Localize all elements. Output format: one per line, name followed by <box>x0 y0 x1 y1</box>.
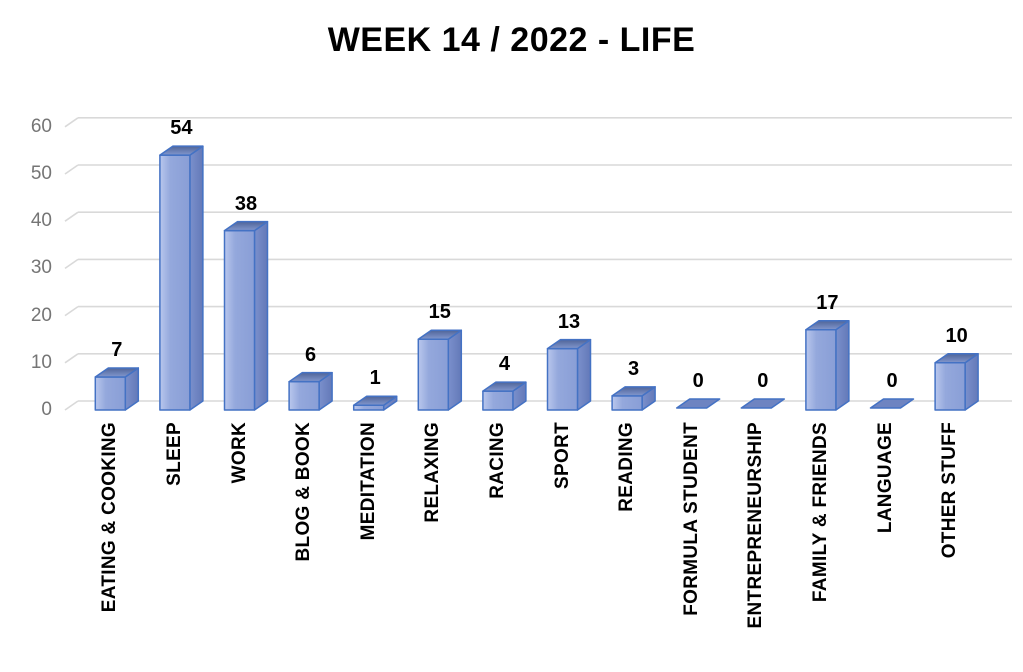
gridline-depth-segment <box>64 211 79 222</box>
value-label: 3 <box>628 357 640 380</box>
bar-front-face <box>417 338 450 411</box>
category-label-text: FORMULA STUDENT <box>680 422 702 616</box>
bar-front-face <box>805 329 837 411</box>
value-label: 0 <box>757 370 769 392</box>
gridline-depth-segment <box>64 258 79 270</box>
bar-front-face <box>934 362 966 411</box>
y-tick-label: 0 <box>41 399 52 420</box>
bar-top-face <box>740 398 786 409</box>
bar-top-face <box>934 353 979 364</box>
bar-side-face <box>189 145 204 411</box>
bar-front-face <box>159 154 191 411</box>
category-label: WORK <box>227 422 253 672</box>
bar-front-face <box>223 229 256 411</box>
category-label: EATING & COOKING <box>97 422 123 672</box>
y-tick-label: 30 <box>30 257 52 279</box>
bar-front-face <box>288 380 320 411</box>
category-label-text: MEDITATION <box>357 422 379 541</box>
value-label: 1 <box>369 367 381 390</box>
value-label: 13 <box>557 310 581 333</box>
y-tick-label: 50 <box>30 163 52 184</box>
category-label: FORMULA STUDENT <box>679 422 705 672</box>
bar-front-face <box>482 390 514 411</box>
bar-top-face <box>546 338 592 350</box>
value-label: 6 <box>305 343 317 366</box>
gridline-depth-segment <box>64 164 79 175</box>
bar-top-face <box>223 220 269 232</box>
category-label: RELAXING <box>420 422 446 672</box>
category-label-text: FAMILY & FRIENDS <box>809 422 831 603</box>
category-label: BLOG & BOOK <box>291 422 317 672</box>
bar-top-face <box>159 145 204 156</box>
category-label: ENTREPRENEURSHIP <box>743 422 769 672</box>
bar-top-face <box>352 395 398 407</box>
category-label-text: READING <box>616 422 638 512</box>
category-label-text: RELAXING <box>422 422 444 523</box>
bar-side-face <box>447 329 463 411</box>
bar-top-face <box>675 398 721 409</box>
value-label: 4 <box>498 353 510 376</box>
bar-top-face <box>288 371 333 383</box>
gridline-depth-segment <box>64 353 79 364</box>
chart-title: WEEK 14 / 2022 - LIFE <box>327 21 696 59</box>
category-label: OTHER STUFF <box>937 422 963 672</box>
bar-front-face <box>611 395 643 411</box>
value-label: 17 <box>816 291 839 314</box>
gridline-depth-segment <box>64 400 79 411</box>
category-label-text: SLEEP <box>163 422 185 486</box>
category-label: SLEEP <box>162 422 188 672</box>
category-label-text: ENTREPRENEURSHIP <box>745 422 767 629</box>
gridline-depth-segment <box>64 305 79 317</box>
value-label: 0 <box>692 370 704 392</box>
gridlines <box>64 117 1012 411</box>
category-label-text: LANGUAGE <box>874 422 896 534</box>
category-label-text: WORK <box>228 422 250 484</box>
value-label: 10 <box>945 324 968 347</box>
value-label: 54 <box>170 117 193 140</box>
gridline-depth-segment <box>64 117 79 128</box>
bar-top-face <box>417 329 463 340</box>
y-tick-label: 10 <box>30 351 52 373</box>
bar-top-face <box>805 320 850 331</box>
bar-side-face <box>576 338 592 411</box>
bar-top-face <box>611 386 656 397</box>
bar-side-face <box>835 320 850 411</box>
bar-side-face <box>253 220 269 411</box>
value-label: 38 <box>234 192 258 215</box>
category-label-text: RACING <box>486 422 508 499</box>
bar-top-face <box>482 381 527 392</box>
bar-front-face <box>546 347 579 411</box>
y-tick-label: 60 <box>30 115 52 137</box>
category-label: LANGUAGE <box>873 422 899 672</box>
category-label: READING <box>614 422 640 672</box>
bar-top-face <box>869 398 915 409</box>
value-label: 7 <box>111 338 123 361</box>
y-tick-label: 20 <box>30 304 52 326</box>
bar-front-face <box>94 376 127 411</box>
bars <box>94 145 979 411</box>
category-label: RACING <box>485 422 511 672</box>
category-label: MEDITATION <box>356 422 382 672</box>
y-tick-label: 40 <box>30 210 52 232</box>
category-label-text: OTHER STUFF <box>939 422 961 559</box>
category-label: FAMILY & FRIENDS <box>808 422 834 672</box>
value-label: 15 <box>428 301 451 324</box>
category-label: SPORT <box>550 422 576 672</box>
category-label-text: BLOG & BOOK <box>293 422 315 562</box>
value-label: 0 <box>886 370 898 392</box>
category-label-text: EATING & COOKING <box>99 422 121 613</box>
bar-top-face <box>94 367 140 378</box>
category-label-text: SPORT <box>551 422 573 489</box>
